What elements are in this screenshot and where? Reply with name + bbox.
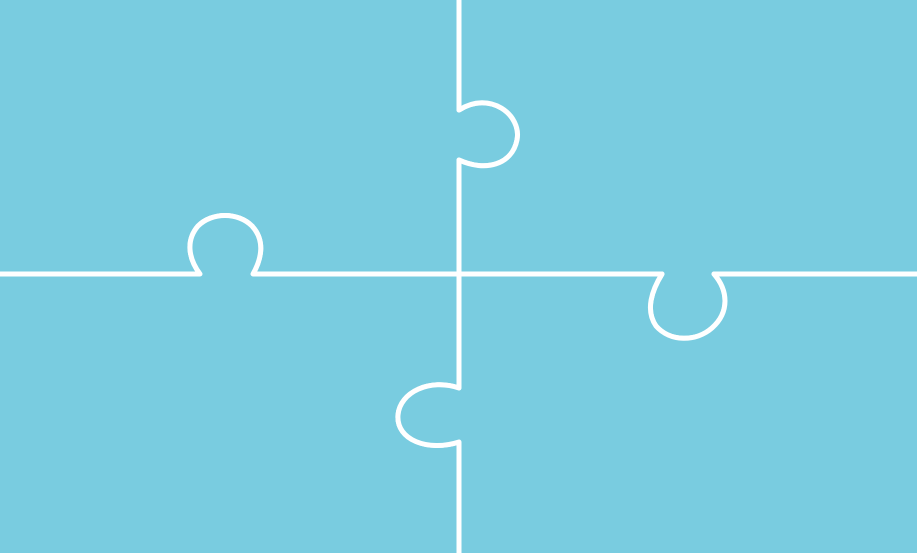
- bottom-right-piece: [395, 271, 917, 553]
